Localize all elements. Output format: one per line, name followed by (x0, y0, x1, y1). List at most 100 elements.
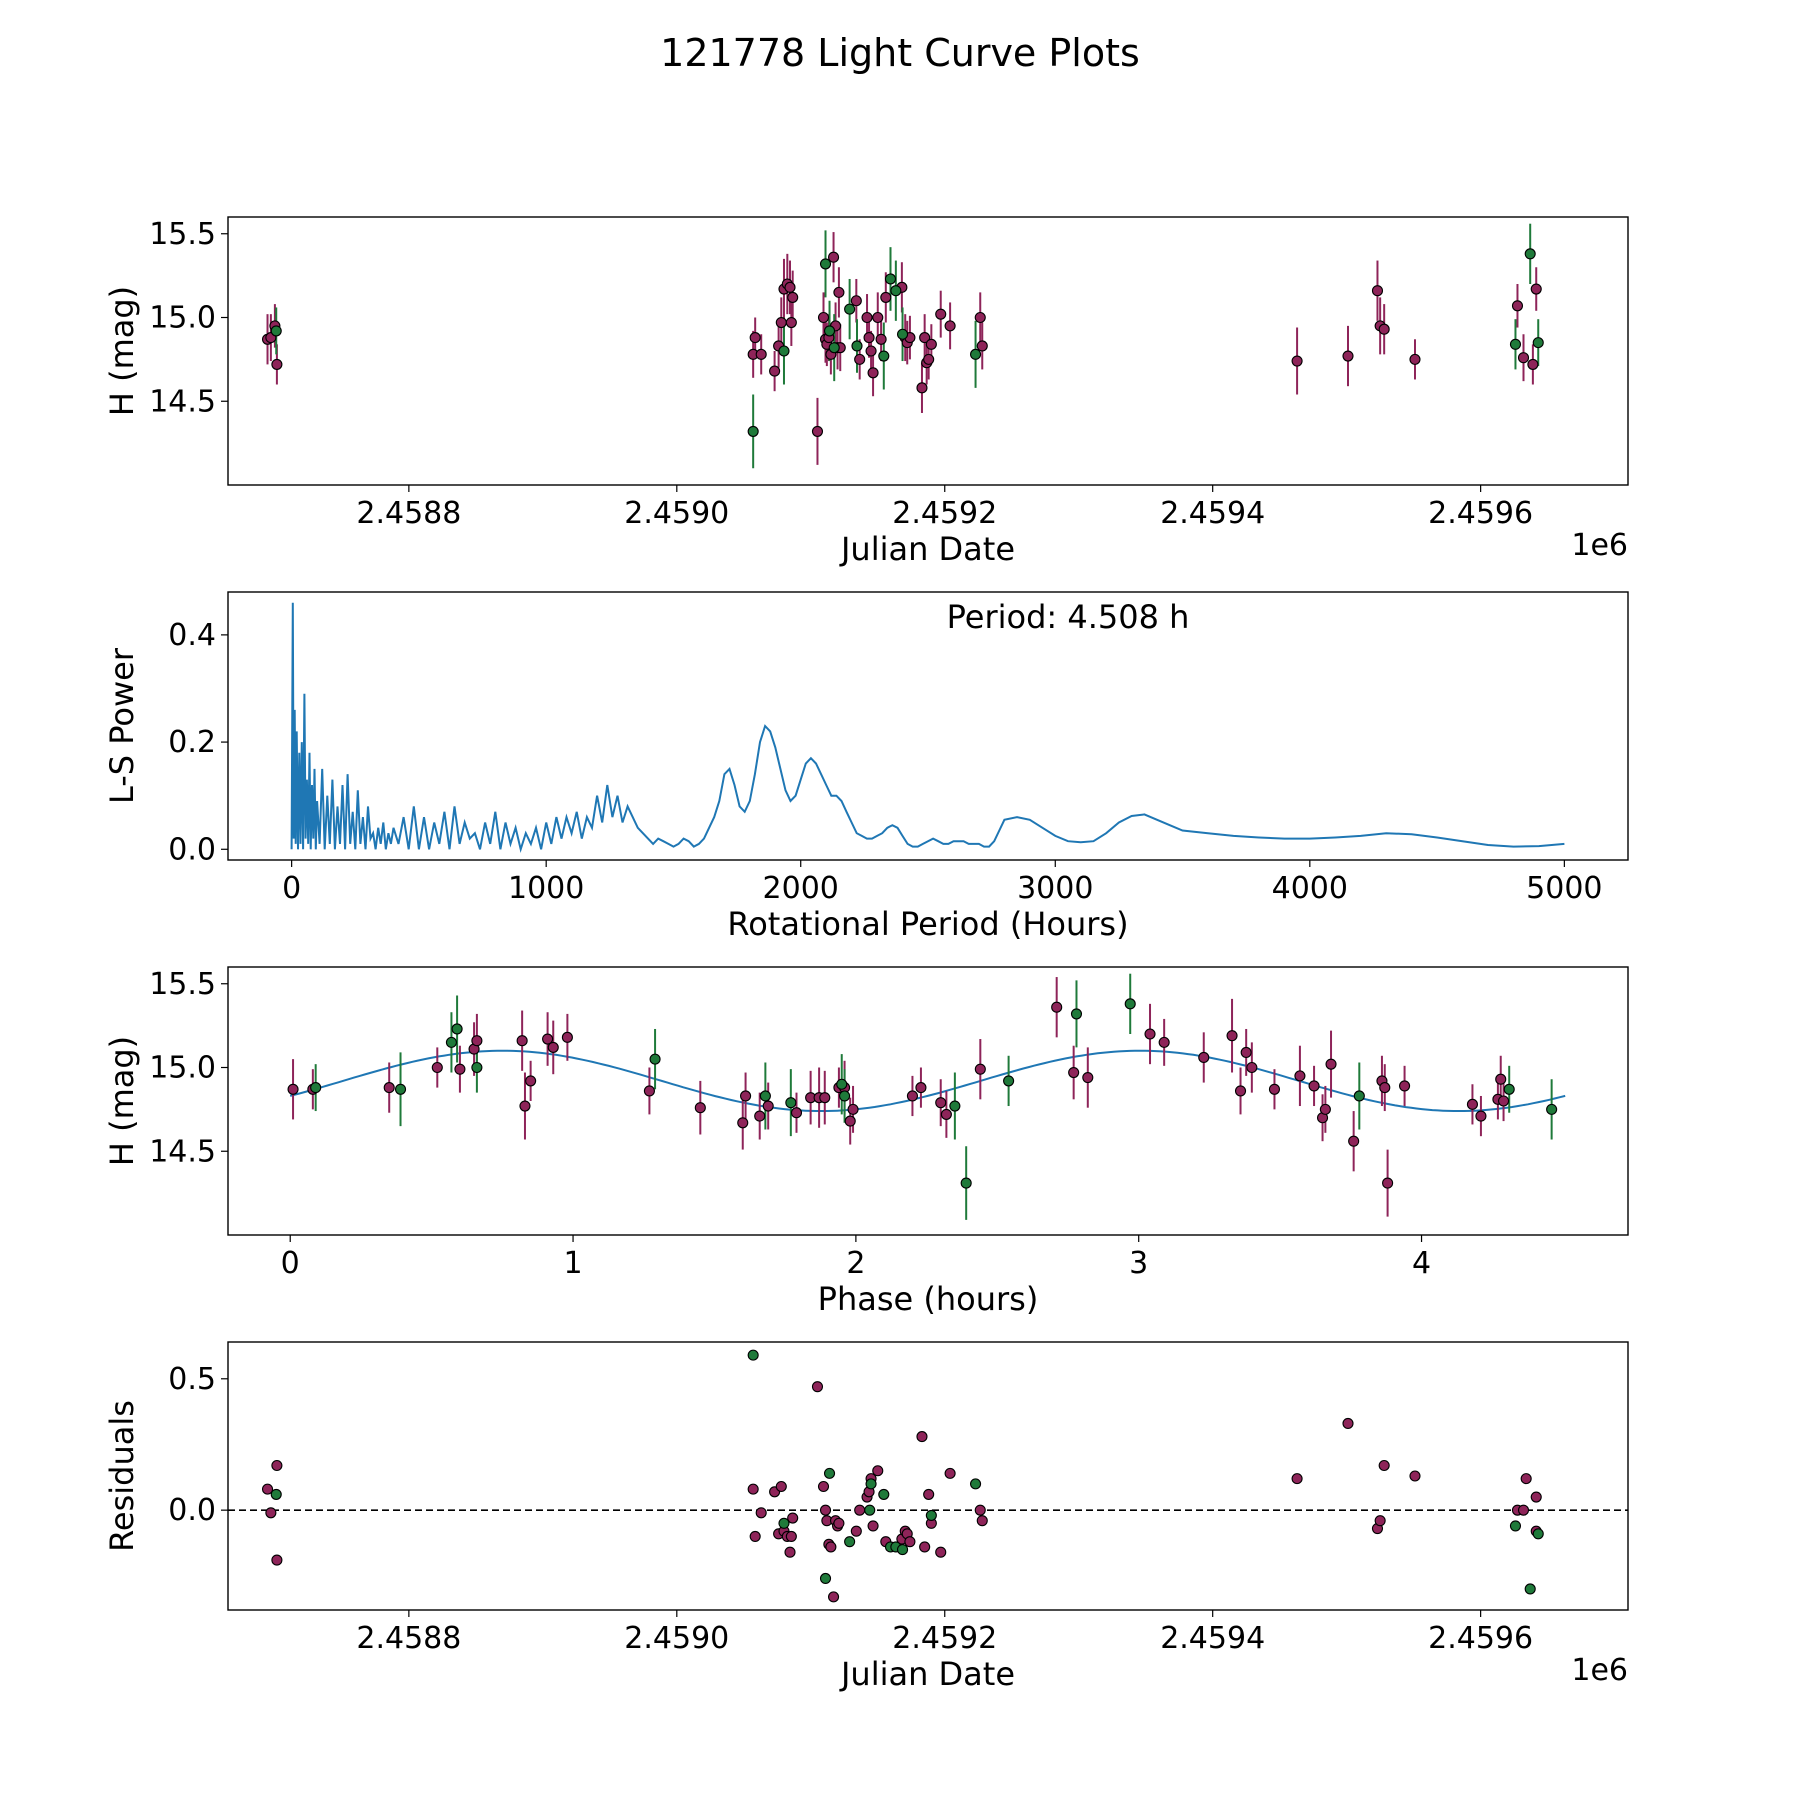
data-point (271, 1459, 283, 1472)
data-point (828, 1591, 840, 1603)
data-point (819, 1092, 831, 1104)
data-point (775, 1480, 787, 1493)
data-point (1503, 1083, 1515, 1095)
data-point (1399, 1080, 1411, 1092)
data-point (872, 1465, 884, 1477)
data-point (747, 1349, 759, 1361)
axes-frame (227, 216, 1629, 486)
data-point (785, 316, 797, 329)
period-annotation: Period: 4.508 h (947, 598, 1190, 636)
x-tick-label: 4 (1412, 1246, 1431, 1281)
y-tick-label: 14.5 (149, 1134, 216, 1169)
data-point (960, 1177, 972, 1189)
data-point (787, 291, 799, 303)
data-point (649, 1053, 661, 1065)
plot-area (287, 973, 1566, 1220)
x-tick-label: 2.4590 (624, 1621, 729, 1656)
data-point (1517, 1504, 1530, 1516)
data-point (944, 1467, 956, 1479)
x-tick-label: 2.4594 (1160, 1621, 1265, 1656)
model-curve (289, 1049, 1566, 1112)
periodogram-line (290, 602, 1565, 854)
y-tick-label: 0.0 (168, 1493, 216, 1528)
data-point (1353, 1090, 1365, 1102)
y-tick-label: 15.5 (149, 217, 216, 252)
plot-area (290, 602, 1565, 854)
data-point (1226, 1030, 1238, 1042)
data-point (1498, 1095, 1510, 1107)
data-point (878, 1488, 890, 1500)
data-point (850, 295, 862, 307)
panels: 2.4588 2.4590 2.4592 2.4594 2.459614.515.015… (103, 216, 1629, 1693)
x-axis-label: Phase (hours) (818, 1280, 1039, 1318)
y-tick-label: 0.4 (168, 618, 216, 653)
data-point (1378, 1459, 1390, 1472)
data-point (759, 1090, 771, 1102)
data-point (747, 425, 759, 437)
data-point (287, 1083, 299, 1095)
x-tick-label: 5000 (1526, 871, 1602, 906)
data-point (547, 1041, 559, 1053)
data-point (1382, 1177, 1394, 1189)
data-point (863, 332, 875, 344)
data-point (906, 1090, 918, 1102)
data-point (1475, 1110, 1487, 1122)
data-point (1374, 1515, 1386, 1527)
x-tick-label: 2.4596 (1428, 1621, 1533, 1656)
data-point (854, 1504, 866, 1516)
data-point (844, 303, 856, 315)
data-point (861, 311, 873, 324)
data-point (1319, 1103, 1331, 1115)
data-point (878, 350, 890, 362)
data-point (817, 311, 830, 324)
data-point (1051, 1001, 1063, 1013)
data-point (865, 345, 877, 357)
x-tick-label: 3 (1129, 1246, 1148, 1281)
data-point (785, 1530, 797, 1542)
data-point (787, 1512, 799, 1524)
data-point (1527, 358, 1539, 370)
data-point (944, 320, 956, 332)
x-tick-label: 2.4592 (892, 496, 997, 531)
x-offset-label: 1e6 (1571, 1653, 1628, 1688)
x-axis-label: Julian Date (839, 530, 1015, 568)
data-point (737, 1117, 749, 1129)
y-axis-label: H (mag) (103, 1036, 141, 1166)
data-point (1520, 1473, 1532, 1485)
data-point (643, 1085, 655, 1097)
data-point (880, 291, 892, 303)
data-point (940, 1108, 952, 1120)
data-point (976, 1515, 988, 1527)
data-point (949, 1100, 961, 1112)
data-point (896, 1544, 909, 1556)
y-tick-label: 14.5 (149, 384, 216, 419)
data-point (755, 348, 767, 360)
data-point (1070, 1008, 1083, 1020)
data-point (904, 1536, 916, 1548)
data-point (784, 281, 796, 293)
x-axis-label: Julian Date (839, 1655, 1015, 1693)
data-point (1409, 353, 1421, 365)
data-point (1246, 1061, 1258, 1074)
y-tick-label: 0.0 (168, 832, 216, 867)
x-tick-label: 2.4592 (892, 1621, 997, 1656)
data-point (270, 325, 282, 337)
data-point (271, 1554, 283, 1566)
y-tick-label: 15.0 (149, 1051, 216, 1086)
data-point (819, 1572, 832, 1585)
data-point (974, 1504, 986, 1516)
data-point (935, 1546, 947, 1558)
figure-title: 121778 Light Curve Plots (660, 31, 1140, 75)
data-point (394, 1083, 407, 1095)
data-point (740, 1090, 752, 1102)
data-point (896, 328, 909, 340)
data-point (261, 1483, 274, 1495)
data-point (915, 1082, 927, 1094)
data-point (784, 1546, 796, 1558)
data-point (1003, 1075, 1015, 1087)
data-point (445, 1036, 457, 1048)
data-point (1342, 350, 1354, 362)
data-point (847, 1103, 859, 1115)
data-point (694, 1102, 706, 1114)
